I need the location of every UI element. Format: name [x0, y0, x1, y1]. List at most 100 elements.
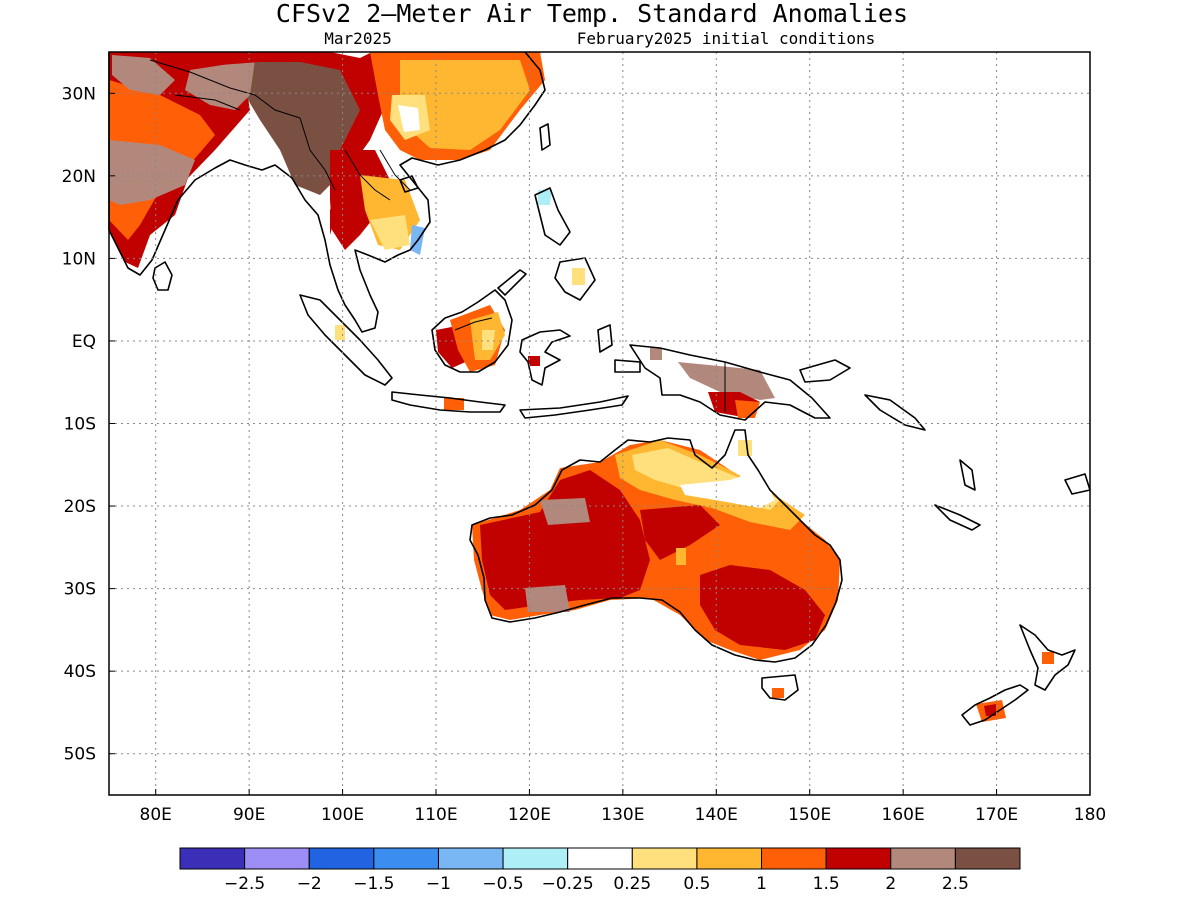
y-tick-label: 40S — [64, 662, 96, 682]
x-tick-label: 150E — [788, 805, 831, 825]
gridlines — [109, 52, 1090, 795]
coast-sri-lanka — [152, 261, 173, 291]
colorbar-swatch — [244, 847, 310, 870]
coast-australia — [469, 429, 843, 663]
colorbar-label: −0.25 — [542, 874, 594, 894]
shading-tasmania-orange — [772, 688, 784, 698]
colorbar-swatch — [502, 847, 569, 870]
shading-png-orange — [735, 400, 760, 418]
coast-asia — [108, 51, 546, 333]
coast-sumatra — [299, 294, 393, 386]
colorbar-label: 1.5 — [813, 874, 840, 894]
y-tick-label: 50S — [64, 745, 96, 765]
colorbar-label: −1 — [426, 874, 451, 894]
y-tick-label: 30N — [62, 84, 96, 104]
coast-new-britain — [799, 359, 851, 383]
shading-nz-south-red — [984, 704, 996, 716]
x-tick-label: 80E — [140, 805, 172, 825]
colorbar-swatch — [631, 847, 698, 870]
y-tick-label: 30S — [64, 580, 96, 600]
shading-tibet-brown — [185, 60, 255, 110]
shading-aus-red-central — [640, 505, 720, 560]
y-tick-label: 10N — [62, 249, 96, 269]
border-india-china — [149, 59, 301, 119]
coast-nz-south — [961, 684, 1029, 726]
border-indochina — [299, 117, 411, 201]
colorbar-label: 0.25 — [613, 874, 651, 894]
shading-aus-orange-cape — [738, 440, 752, 456]
x-tick-label: 160E — [882, 805, 925, 825]
x-tick-label: 180 — [1074, 805, 1106, 825]
colorbar-swatch — [567, 847, 633, 870]
coast-moluccas — [597, 324, 641, 373]
colorbar-swatch — [179, 847, 246, 870]
shading-png-brown2 — [650, 348, 662, 360]
colorbar-label: 1 — [756, 874, 767, 894]
shading-java-orange — [444, 398, 464, 410]
shading-india-brown — [109, 140, 195, 205]
coast-java — [391, 391, 506, 413]
y-tick-label: EQ — [72, 332, 96, 352]
coast-new-caledonia — [934, 504, 981, 531]
forecast-month: Mar2025 — [324, 29, 391, 48]
shading-aus-yellow-central — [676, 548, 686, 565]
coast-solomons — [864, 394, 926, 431]
figure-title: CFSv2 2—Meter Air Temp. Standard Anomali… — [276, 0, 908, 28]
x-tick-label: 100E — [321, 805, 364, 825]
colorbar-label: −2 — [297, 874, 322, 894]
colorbar-swatch — [761, 847, 827, 870]
shading-china-white — [398, 105, 420, 132]
colorbar-swatch — [890, 847, 956, 870]
colorbar: −2.5 −2 −1.5 −1 −0.5 −0.25 0.25 0.5 1 1.5 2 2.5 — [179, 847, 1021, 894]
colorbar-label: −1.5 — [353, 874, 394, 894]
map-background — [109, 52, 1090, 795]
border-nepal — [174, 94, 241, 111]
x-tick-label: 90E — [233, 805, 265, 825]
country-borders — [149, 59, 726, 412]
coast-hainan — [399, 175, 419, 193]
shading-indochina-red — [330, 150, 390, 250]
y-tick-label: 20S — [64, 497, 96, 517]
shading-nz-north-orange — [1042, 652, 1054, 664]
colorbar-swatch — [373, 847, 439, 870]
coast-tasmania — [761, 674, 799, 701]
colorbar-label: 0.5 — [683, 874, 710, 894]
shading-indochina-yellow — [370, 215, 410, 250]
x-tick-label: 110E — [414, 805, 457, 825]
shading-india-brown-north — [112, 55, 175, 95]
shading-aus-red-east — [700, 565, 825, 650]
y-tick-label: 10S — [64, 415, 96, 435]
shading-aus-white-ne — [680, 470, 775, 508]
shading-china-gold — [400, 60, 530, 150]
border-borneo — [454, 317, 493, 331]
coast-sulawesi — [519, 329, 571, 386]
shading-philippines-yellow — [572, 268, 585, 285]
colorbar-swatch — [437, 847, 504, 870]
coast-luzon — [534, 187, 571, 246]
shading-luzon-blue — [538, 190, 552, 205]
x-tick-label: 170E — [975, 805, 1018, 825]
colorbar-label: 2.5 — [942, 874, 969, 894]
colorbar-swatch — [696, 847, 763, 870]
shading-aus-red-west — [480, 470, 650, 610]
colorbar-swatch — [825, 847, 892, 870]
colorbar-label: −2.5 — [224, 874, 265, 894]
coast-borneo — [431, 289, 513, 373]
shading-aus-brown-sw — [525, 585, 570, 612]
shading-tibet-red — [150, 52, 390, 235]
x-tick-label: 140E — [695, 805, 738, 825]
colorbar-label: 2 — [885, 874, 896, 894]
coast-timor — [519, 395, 629, 419]
shading-sumatra-yellow — [335, 325, 345, 340]
latitude-axis: 30N 20N 10N EQ 10S 20S 30S 40S 50S — [62, 84, 115, 765]
anomaly-shading — [109, 52, 1054, 722]
shading-borneo-yellow — [482, 330, 495, 350]
y-tick-label: 20N — [62, 167, 96, 187]
initial-conditions: February2025 initial conditions — [577, 29, 876, 48]
coast-nz-north — [1019, 624, 1076, 691]
coast-taiwan — [539, 123, 551, 151]
map-panel — [108, 51, 1091, 796]
shading-aus-brown-nw — [540, 498, 590, 525]
colorbar-swatch — [308, 847, 375, 870]
